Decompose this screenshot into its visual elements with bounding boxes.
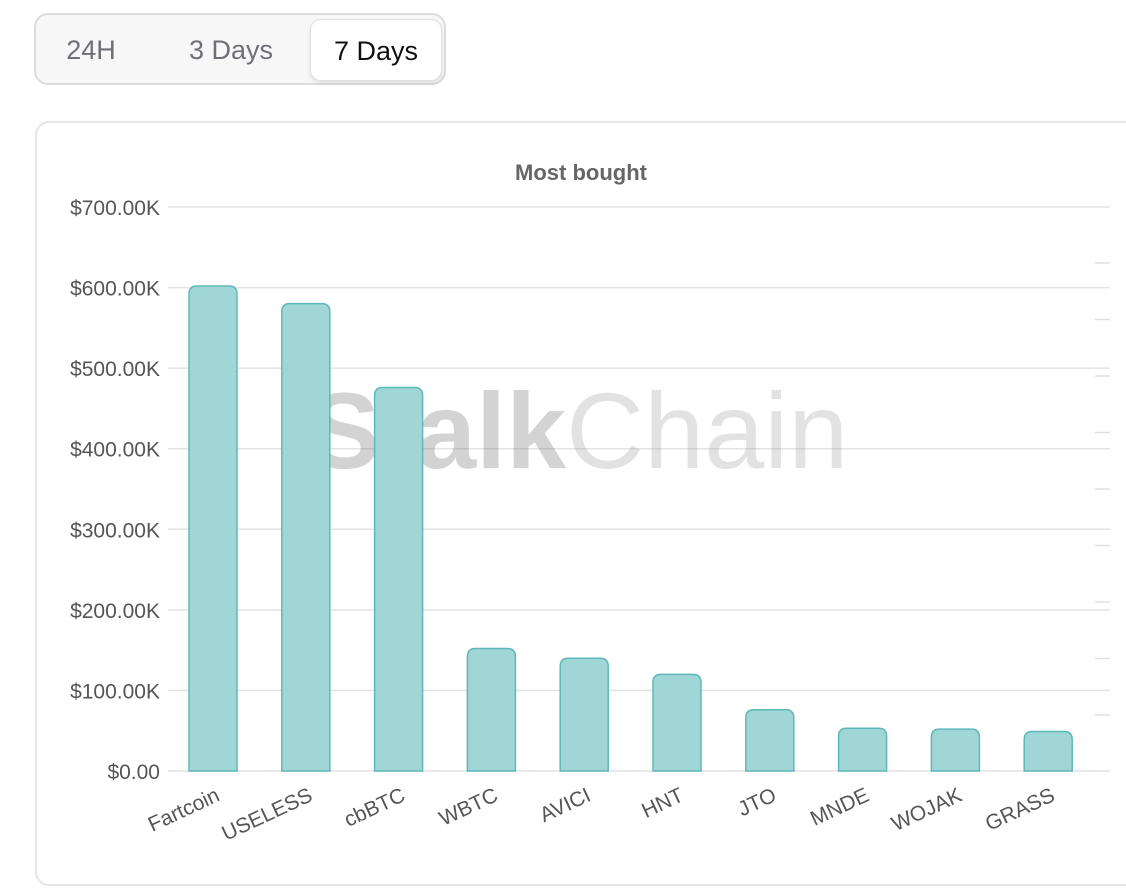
x-tick-label: cbBTC bbox=[341, 784, 409, 832]
x-tick-label: GRASS bbox=[982, 784, 1058, 836]
bar-hnt[interactable] bbox=[652, 673, 702, 772]
chart-title: Most bought bbox=[515, 160, 648, 185]
y-axis: $0.00 $100.00K $200.00K $300.00K $400.00K $50… bbox=[70, 197, 160, 784]
x-tick-label: Fartcoin bbox=[145, 784, 223, 837]
time-range-tabs: 24H 3 Days 7 Days bbox=[34, 13, 446, 85]
x-tick-label: JTO bbox=[735, 784, 780, 821]
y-tick-label: $0.00 bbox=[107, 761, 160, 784]
y-tick-label: $500.00K bbox=[70, 358, 160, 381]
y-tick-label: $400.00K bbox=[70, 439, 160, 462]
bars bbox=[188, 285, 1073, 772]
watermark-light-text: Chain bbox=[566, 370, 848, 491]
y-tick-label: $200.00K bbox=[70, 600, 160, 623]
bar-fartcoin[interactable] bbox=[188, 285, 238, 772]
svg-text:StalkChain: StalkChain bbox=[308, 370, 848, 491]
x-tick-label: USELESS bbox=[218, 784, 316, 846]
bar-mnde[interactable] bbox=[837, 727, 888, 772]
tab-3-days[interactable]: 3 Days bbox=[188, 35, 274, 65]
y-tick-label: $700.00K bbox=[70, 197, 160, 220]
watermark: StalkChain bbox=[308, 370, 848, 491]
bar-wojak[interactable] bbox=[930, 728, 981, 772]
x-tick-label: AVICI bbox=[536, 784, 594, 827]
bar-grass[interactable] bbox=[1023, 730, 1073, 772]
bar-avici[interactable] bbox=[559, 657, 609, 772]
x-tick-label: WOJAK bbox=[888, 784, 965, 836]
y-tick-label: $600.00K bbox=[70, 278, 160, 301]
x-tick-label: HNT bbox=[638, 784, 687, 823]
bar-jto[interactable] bbox=[745, 709, 795, 772]
x-tick-label: WBTC bbox=[436, 784, 502, 831]
y-tick-label: $100.00K bbox=[70, 680, 160, 703]
tab-24h[interactable]: 24H bbox=[66, 35, 116, 65]
watermark-strong-text: Stalk bbox=[308, 370, 567, 491]
tab-7-days[interactable]: 7 Days bbox=[310, 19, 442, 81]
x-tick-label: MNDE bbox=[807, 784, 873, 831]
y-tick-label: $300.00K bbox=[70, 519, 160, 542]
bar-useless[interactable] bbox=[281, 302, 331, 772]
bar-cbbtc[interactable] bbox=[373, 386, 424, 772]
bar-wbtc[interactable] bbox=[466, 647, 517, 772]
